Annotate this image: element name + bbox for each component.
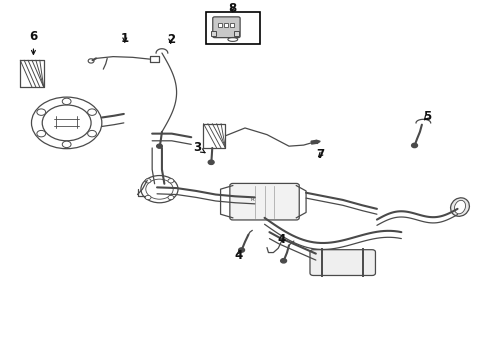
Circle shape	[88, 130, 97, 137]
Bar	[234, 31, 239, 36]
Ellipse shape	[451, 198, 469, 216]
FancyBboxPatch shape	[310, 250, 375, 275]
Circle shape	[208, 160, 214, 165]
Text: 7: 7	[317, 148, 325, 161]
Text: 8: 8	[229, 3, 237, 15]
Bar	[211, 31, 216, 36]
Text: 5: 5	[423, 110, 431, 123]
Circle shape	[281, 258, 287, 263]
Text: 4: 4	[235, 249, 243, 262]
Text: 3: 3	[194, 141, 205, 154]
Circle shape	[37, 109, 46, 115]
Text: 6: 6	[29, 30, 38, 54]
Circle shape	[88, 109, 97, 115]
FancyArrow shape	[311, 140, 320, 144]
Ellipse shape	[454, 200, 466, 214]
Text: R: R	[250, 197, 254, 202]
Circle shape	[157, 144, 162, 148]
Circle shape	[168, 179, 174, 183]
Circle shape	[62, 98, 71, 105]
Circle shape	[168, 195, 174, 200]
Circle shape	[145, 195, 151, 200]
Text: 4: 4	[277, 233, 286, 246]
FancyBboxPatch shape	[230, 184, 299, 220]
Bar	[206, 12, 260, 44]
FancyBboxPatch shape	[213, 17, 240, 38]
Circle shape	[88, 59, 94, 63]
Circle shape	[37, 130, 46, 137]
Circle shape	[145, 179, 151, 183]
Circle shape	[412, 143, 417, 148]
Circle shape	[62, 141, 71, 148]
Text: 1: 1	[121, 32, 129, 45]
Text: 2: 2	[167, 33, 175, 46]
Circle shape	[239, 248, 245, 252]
